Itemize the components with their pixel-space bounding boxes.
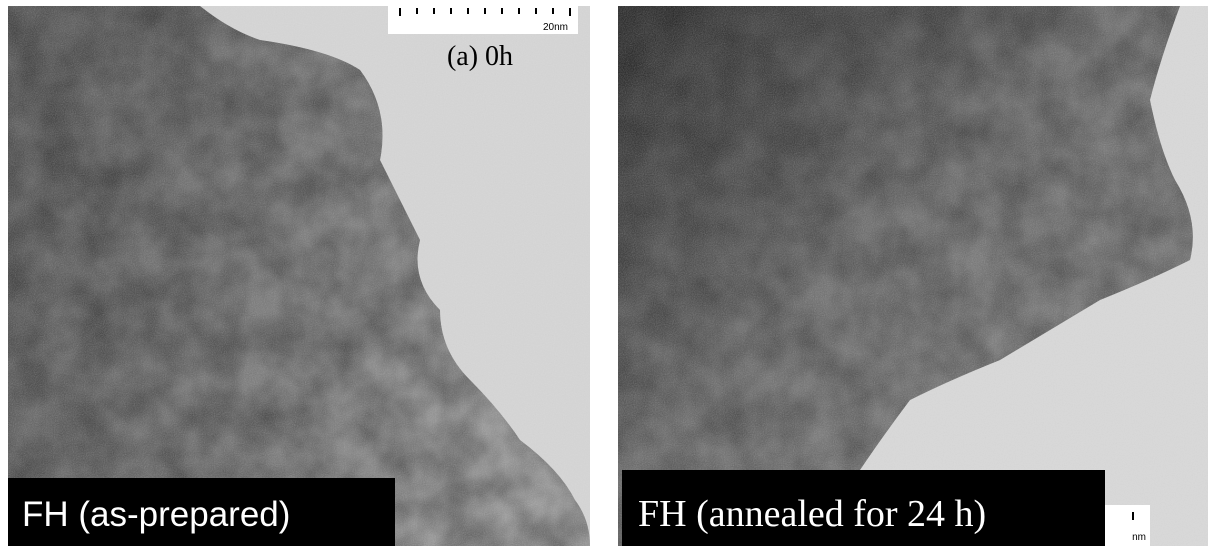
micrograph-b	[618, 6, 1208, 546]
micrograph-a	[8, 6, 590, 546]
caption: FH (as-prepared)	[22, 495, 290, 534]
figure: 20nm (a) 0h FH (as-prepared) nm FH (anne…	[0, 0, 1208, 546]
scale-bar-label: nm	[1132, 532, 1146, 543]
panel-label: (a) 0h	[447, 41, 513, 72]
page: 20nm (a) 0h FH (as-prepared) nm FH (anne…	[0, 0, 1208, 546]
caption: FH (annealed for 24 h)	[638, 493, 986, 535]
scale-bar-label: 20nm	[543, 22, 568, 33]
